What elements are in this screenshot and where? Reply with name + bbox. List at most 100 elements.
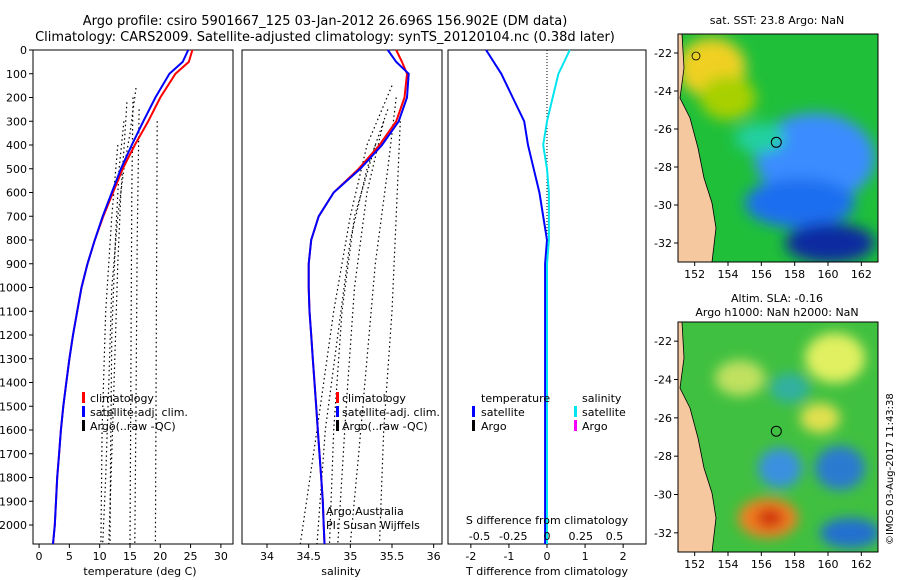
salinity-panel: 34 34.5 35 35.5 36 salinity climatology sate… — [241, 49, 443, 578]
sla-warm-eddy-core — [756, 508, 784, 528]
map-lat-tick-label: -26 — [654, 412, 672, 425]
series-line-satellite-adj-clim- — [52, 49, 190, 545]
y-tick-label: 400 — [6, 139, 27, 152]
s-diff-tick-label: 0 — [544, 530, 551, 543]
map-lon-tick-label: 154 — [718, 268, 739, 281]
argo-dotted-profile-3 — [349, 97, 397, 545]
difference-legend: temperature satellite Argo salinity sate… — [472, 392, 626, 433]
australia-land — [678, 322, 717, 552]
t-difference-xlabel: T difference from climatology — [465, 565, 628, 578]
sla-negative-patch — [770, 373, 810, 403]
legend-swatch-salinity-satellite — [574, 406, 577, 417]
temperature-legend: climatology satellite-adj. clim. Argo(..… — [82, 392, 188, 433]
temperature-xlabel: temperature (deg C) — [83, 565, 196, 578]
y-tick-label: 2000 — [0, 519, 27, 532]
map-lon-tick-label: 152 — [684, 558, 705, 571]
x-tick-label: 35 — [343, 550, 357, 563]
argo-dotted-profile-1 — [108, 102, 128, 545]
argo-dotted-profile-4 — [134, 109, 140, 545]
y-tick-label: 1000 — [0, 282, 27, 295]
y-tick-label: 800 — [6, 234, 27, 247]
argo-dotted-profile-4 — [378, 121, 401, 545]
x-tick-label: -2 — [465, 550, 476, 563]
legend-label-satellite: satellite-adj. clim. — [342, 406, 440, 419]
legend-swatch-climatology — [82, 392, 85, 403]
legend-label-temperature-argo: Argo — [481, 420, 507, 433]
x-tick-label: -1 — [503, 550, 514, 563]
legend-swatch-salinity-argo — [574, 420, 577, 431]
map-lat-tick-label: -28 — [654, 450, 672, 463]
x-tick-label: 35.5 — [380, 550, 405, 563]
argo-dotted-profile-3 — [129, 97, 134, 545]
altim-map-title-line2: Argo h1000: NaN h2000: NaN — [695, 306, 859, 319]
s-diff-tick-label: -0.5 — [469, 530, 490, 543]
altim-map-frame — [677, 321, 879, 553]
legend-swatch-climatology — [336, 392, 339, 403]
argo-location-marker — [770, 425, 782, 437]
x-tick-label: 0 — [36, 550, 43, 563]
legend-swatch-satellite — [336, 406, 339, 417]
legend-label-climatology: climatology — [342, 392, 406, 405]
legend-swatch-temperature-satellite — [472, 406, 475, 417]
altim-map-title-line1: Altim. SLA: -0.16 — [730, 292, 824, 305]
x-tick-label: 1 — [582, 550, 589, 563]
sst-map: 152 154 156 158 160 162 -22 -24 -26 -28 -30 -32 — [654, 33, 879, 281]
legend-label-satellite: satellite-adj. clim. — [90, 406, 188, 419]
map-lon-tick-label: 156 — [751, 268, 772, 281]
y-tick-label: 1600 — [0, 424, 27, 437]
y-tick-label: 1100 — [0, 305, 27, 318]
y-tick-label: 1400 — [0, 377, 27, 390]
y-tick-label: 200 — [6, 92, 27, 105]
figure-title-line2: Climatology: CARS2009. Satellite-adjuste… — [35, 30, 615, 45]
map-lon-tick-label: 154 — [718, 558, 739, 571]
difference-panel: -2 -1 0 1 2 -0.5 -0.25 0 0.25 0.5 T difference f… — [447, 49, 647, 578]
figure-title-line1: Argo profile: csiro 5901667_125 03-Jan-2… — [82, 14, 568, 29]
argo-dotted-profile-1 — [316, 109, 389, 545]
map-lon-tick-label: 158 — [784, 558, 805, 571]
argo-dotted-profile-0 — [299, 85, 393, 545]
x-tick-label: 36 — [427, 550, 441, 563]
legend-swatch-argo — [82, 420, 85, 431]
salinity-axes-frame — [241, 49, 443, 545]
map-lon-tick-label: 162 — [851, 558, 872, 571]
y-tick-label: 1900 — [0, 495, 27, 508]
legend-label-salinity-argo: Argo — [582, 420, 608, 433]
legend-swatch-temperature-argo — [472, 420, 475, 431]
map-lon-tick-label: 158 — [784, 268, 805, 281]
x-tick-label: 34 — [260, 550, 274, 563]
x-tick-label: 15 — [123, 550, 137, 563]
y-tick-label: 600 — [6, 187, 27, 200]
y-tick-label: 1500 — [0, 400, 27, 413]
map-lon-tick-label: 160 — [818, 268, 839, 281]
x-tick-label: 5 — [66, 550, 73, 563]
salinity-annotation-argo-australia: Argo Australia — [326, 505, 404, 518]
australia-land — [678, 34, 717, 262]
sla-negative-eddy-2 — [815, 446, 865, 490]
legend-label-temperature-satellite: satellite — [481, 406, 525, 419]
s-diff-tick-label: 0.5 — [606, 530, 624, 543]
legend-swatch-argo — [336, 420, 339, 431]
y-tick-label: 100 — [6, 68, 27, 81]
salinity-legend: climatology satellite-adj. clim. Argo(..… — [336, 392, 440, 433]
x-tick-label: 25 — [184, 550, 198, 563]
map-lat-tick-label: -22 — [654, 335, 672, 348]
series-line-satellite-adj-clim- — [307, 49, 410, 545]
map-lat-tick-label: -24 — [654, 374, 672, 387]
sst-mid-patch — [735, 123, 785, 153]
x-tick-label: 10 — [93, 550, 107, 563]
map-lat-tick-label: -28 — [654, 161, 672, 174]
y-tick-label: 300 — [6, 115, 27, 128]
series-line-salinity-satellite — [542, 49, 571, 544]
x-tick-label: 34.5 — [296, 550, 321, 563]
map-lat-tick-label: -24 — [654, 85, 672, 98]
map-lat-tick-label: -30 — [654, 199, 672, 212]
legend-label-climatology: climatology — [90, 392, 154, 405]
sla-positive-patch — [805, 333, 865, 383]
temperature-axes-frame — [32, 49, 234, 545]
legend-label-argo: Argo(..raw -QC) — [90, 420, 176, 433]
map-lon-tick-label: 162 — [851, 268, 872, 281]
argo-dotted-profile-2 — [337, 121, 385, 545]
map-lat-tick-label: -32 — [654, 237, 672, 250]
x-tick-label: 2 — [620, 550, 627, 563]
map-lat-tick-label: -22 — [654, 47, 672, 60]
